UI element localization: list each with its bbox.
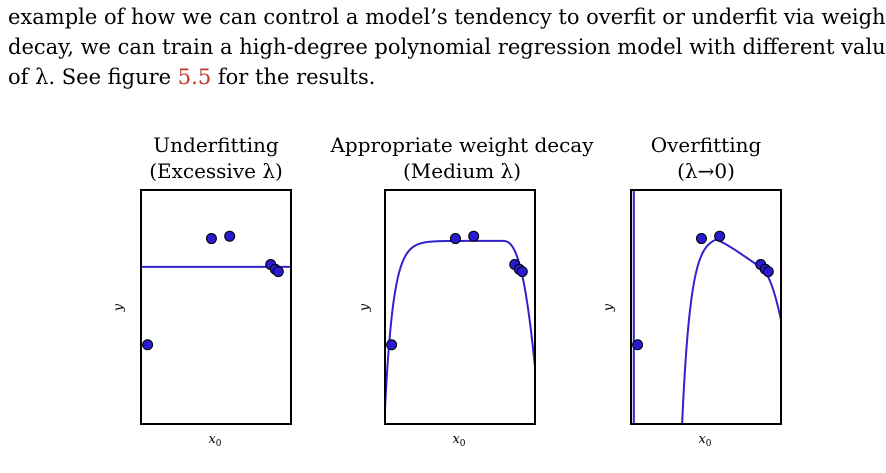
panel-3-title-line-1: Overfitting [650,133,762,157]
body-paragraph: example of how we can control a model’s … [8,2,886,92]
panel-3-title: Overfitting (λ→0) [630,132,782,184]
panel-3-xlabel: x0 [690,432,720,449]
data-point [224,230,236,242]
panel-1-ylabel: y [111,303,127,312]
plot-frame [140,189,292,425]
panel-2-xlabel: x0 [444,432,474,449]
plot-frame [384,189,536,425]
panel-3-ylabel: y [601,303,617,312]
plot-area [632,189,782,425]
data-point [205,233,217,245]
data-point [762,266,774,278]
paragraph-line-2: decay, we can train a high-degree polyno… [8,35,886,59]
data-point [468,230,480,242]
paragraph-line-1: example of how we can control a model’s … [8,5,886,29]
panel-2-title: Appropriate weight decay (Medium λ) [330,132,594,184]
panel-3-xlabel-main: x [698,432,706,447]
panel-1-xlabel-sub: 0 [215,439,222,449]
panel-1-plot [140,189,292,425]
panel-1-title-line-1: Underfitting [153,133,279,157]
data-point [386,339,398,351]
data-point [695,233,707,245]
panel-2-plot [384,189,536,425]
panel-2-title-line-2: (Medium λ) [403,159,521,183]
paragraph-line-3-post: for the results. [211,65,376,89]
panel-1-title-line-2: (Excessive λ) [149,159,283,183]
plot-frame [630,189,782,425]
panel-3-title-line-2: (λ→0) [677,159,735,183]
panel-1-xlabel-main: x [208,432,216,447]
data-point [272,266,284,278]
data-point [714,230,726,242]
data-point [632,339,644,351]
panel-3-xlabel-sub: 0 [705,439,712,449]
paragraph-line-3: of λ. See figure 5.5 for the results. [8,62,886,92]
data-point [142,339,154,351]
panel-3-plot [630,189,782,425]
panel-1-title: Underfitting (Excessive λ) [140,132,292,184]
data-point [449,233,461,245]
figure-reference-link[interactable]: 5.5 [177,65,212,89]
panel-2-title-line-1: Appropriate weight decay [330,133,594,157]
panel-2-ylabel: y [357,303,373,312]
panel-1-xlabel: x0 [200,432,230,449]
data-point [516,266,528,278]
paragraph-line-3-pre: of λ. See figure [8,65,178,89]
panel-2-xlabel-sub: 0 [459,439,466,449]
panel-2-xlabel-main: x [452,432,460,447]
